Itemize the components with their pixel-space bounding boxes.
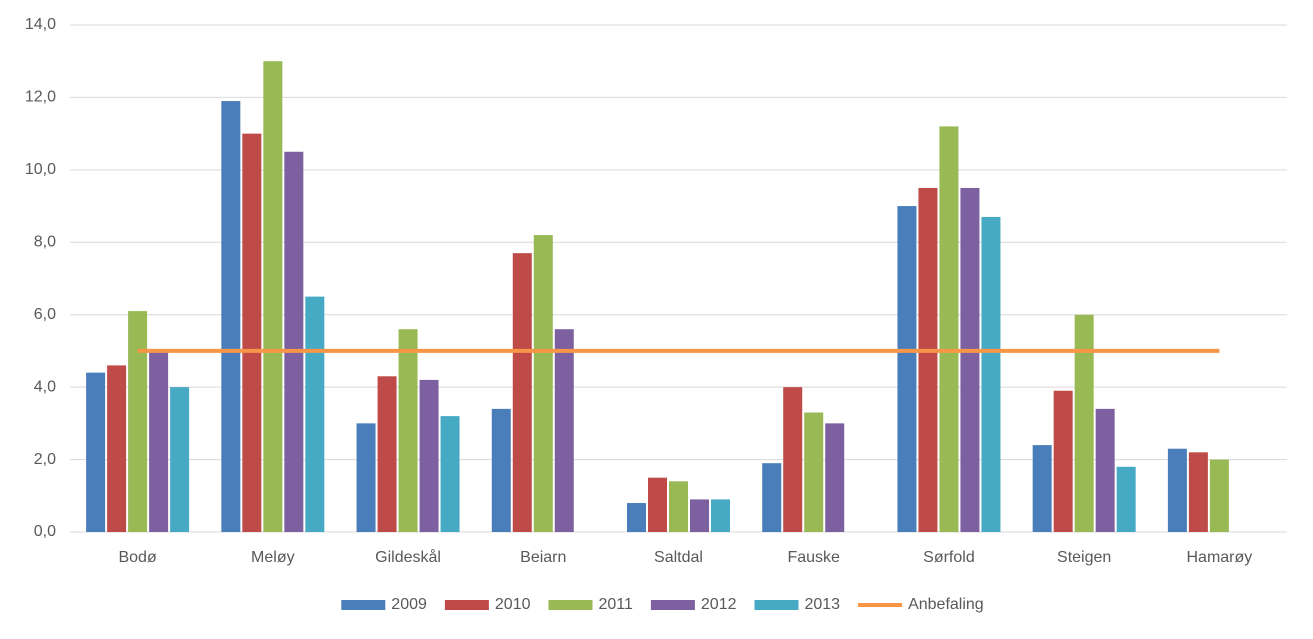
bar bbox=[419, 379, 439, 532]
y-tick-label: 6,0 bbox=[34, 306, 56, 323]
bar bbox=[711, 499, 730, 532]
legend-label: Anbefaling bbox=[908, 596, 984, 613]
x-tick-label: Beiarn bbox=[520, 549, 566, 566]
y-tick-label: 4,0 bbox=[34, 378, 56, 395]
legend-swatch bbox=[650, 600, 695, 610]
x-tick-label: Saltdal bbox=[654, 549, 703, 566]
bar bbox=[981, 216, 1001, 532]
x-tick-label: Bodø bbox=[118, 549, 156, 566]
bar bbox=[762, 463, 782, 532]
legend-label: 2010 bbox=[495, 596, 531, 613]
bar bbox=[107, 365, 127, 532]
bar bbox=[128, 311, 148, 532]
bar bbox=[1167, 448, 1187, 532]
bar bbox=[648, 477, 667, 532]
bar bbox=[398, 329, 418, 532]
y-tick-label: 2,0 bbox=[34, 451, 56, 468]
bar bbox=[512, 253, 532, 532]
x-tick-label: Gildeskål bbox=[375, 548, 441, 566]
bar bbox=[86, 372, 106, 532]
x-tick-label: Meløy bbox=[251, 549, 295, 566]
bar bbox=[783, 387, 803, 532]
bar bbox=[305, 296, 325, 532]
bar bbox=[1188, 452, 1208, 532]
bar bbox=[356, 423, 376, 532]
bar bbox=[690, 499, 709, 532]
legend-label: 2011 bbox=[598, 596, 633, 613]
legend-swatch bbox=[444, 600, 489, 610]
y-tick-label: 8,0 bbox=[34, 234, 56, 251]
y-tick-label: 0,0 bbox=[34, 523, 56, 540]
legend-swatch bbox=[341, 600, 386, 610]
bar bbox=[149, 350, 169, 532]
bar bbox=[554, 329, 574, 532]
legend-label: 2009 bbox=[391, 596, 427, 613]
bar bbox=[263, 61, 283, 532]
y-tick-label: 10,0 bbox=[25, 161, 56, 178]
bar bbox=[1032, 445, 1052, 532]
bar bbox=[284, 151, 304, 532]
bar bbox=[804, 412, 824, 532]
bar bbox=[825, 423, 845, 532]
bar bbox=[897, 206, 917, 533]
bar bbox=[918, 187, 938, 532]
x-tick-label: Steigen bbox=[1057, 549, 1111, 566]
bar bbox=[1209, 459, 1229, 532]
bar bbox=[377, 376, 397, 532]
legend-swatch bbox=[754, 600, 799, 610]
x-tick-label: Hamarøy bbox=[1186, 549, 1252, 566]
bar bbox=[221, 101, 241, 533]
bar bbox=[1116, 466, 1136, 532]
legend-label: 2012 bbox=[701, 596, 737, 613]
bar bbox=[627, 503, 646, 532]
y-tick-label: 14,0 bbox=[25, 16, 56, 33]
bar bbox=[170, 387, 190, 532]
bar bbox=[533, 235, 553, 533]
bar bbox=[242, 133, 262, 532]
bar bbox=[1095, 408, 1115, 532]
legend-swatch bbox=[548, 600, 593, 610]
y-tick-label: 12,0 bbox=[25, 89, 56, 106]
bar bbox=[669, 481, 688, 532]
bar bbox=[939, 126, 959, 533]
bar bbox=[491, 408, 511, 532]
x-tick-label: Fauske bbox=[787, 549, 840, 566]
bar bbox=[1053, 390, 1073, 532]
legend-label: 2013 bbox=[804, 596, 840, 613]
x-tick-label: Sørfold bbox=[923, 549, 975, 566]
bar bbox=[960, 187, 980, 532]
bar bbox=[1074, 314, 1094, 532]
bar bbox=[440, 416, 460, 532]
